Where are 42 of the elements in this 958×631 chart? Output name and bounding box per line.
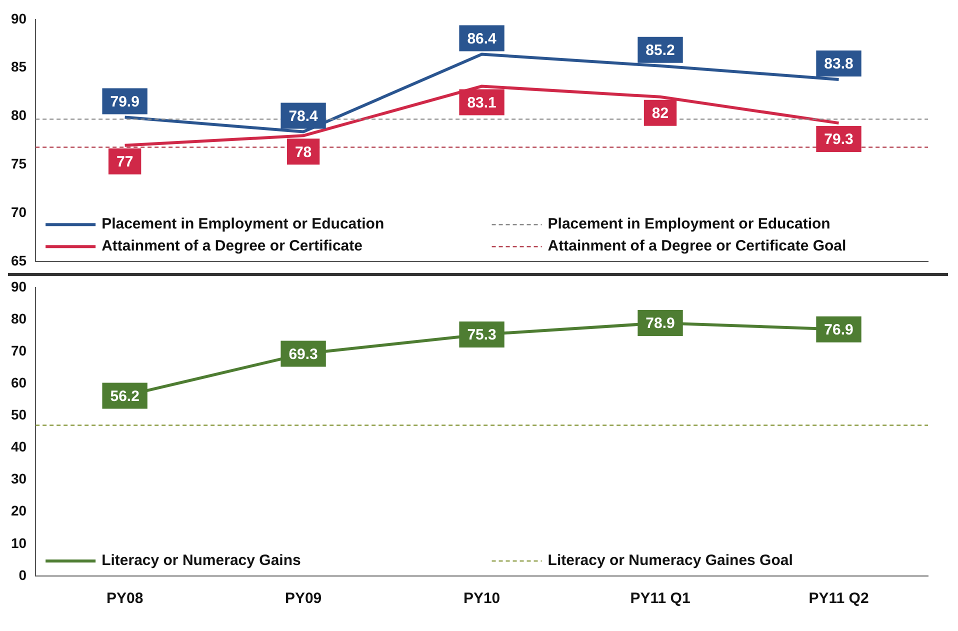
y-tick-label: 70 — [10, 342, 27, 358]
y-tick-label: 20 — [10, 502, 27, 519]
y-tick-label: 80 — [10, 107, 27, 124]
y-tick-label: 50 — [10, 406, 27, 423]
legend-label: Placement in Employment or Education — [102, 216, 384, 233]
data-label: 79.3 — [824, 131, 854, 148]
y-tick-label: 85 — [10, 58, 27, 75]
y-tick-label: 90 — [10, 278, 27, 294]
legend-label: Attainment of a Degree or Certificate Goal — [548, 238, 846, 255]
y-tick-label: 65 — [10, 252, 27, 268]
data-label: 86.4 — [467, 30, 498, 48]
x-tick-label: PY09 — [284, 590, 322, 608]
y-tick-label: 30 — [10, 470, 27, 487]
x-tick-label: PY08 — [106, 590, 144, 608]
y-tick-label: 75 — [10, 156, 27, 172]
y-tick-label: 40 — [10, 438, 27, 455]
data-label: 77 — [116, 153, 134, 170]
x-tick-label: PY11 Q2 — [808, 590, 869, 608]
y-tick-label: 90 — [10, 10, 27, 26]
data-label: 82 — [652, 105, 669, 122]
legend-label: Attainment of a Degree or Certificate — [102, 238, 362, 255]
legend-label: Placement in Employment or Education — [548, 216, 830, 233]
data-label: 83.1 — [467, 94, 496, 112]
y-tick-label: 0 — [18, 566, 27, 583]
data-label: 79.9 — [110, 93, 140, 110]
data-label: 78 — [294, 144, 312, 161]
legend-label: Literacy or Numeracy Gaines Goal — [548, 552, 793, 570]
x-tick-label: PY10 — [463, 590, 500, 608]
y-tick-label: 60 — [10, 374, 27, 390]
data-label: 56.2 — [110, 388, 140, 405]
legend-label: Literacy or Numeracy Gains — [102, 552, 301, 570]
data-label: 85.2 — [646, 42, 675, 60]
data-label: 76.9 — [824, 322, 854, 339]
y-tick-label: 80 — [10, 310, 27, 326]
x-tick-label: PY11 Q1 — [630, 590, 690, 608]
data-label: 83.8 — [824, 56, 854, 73]
data-label: 69.3 — [288, 346, 318, 363]
data-label: 78.9 — [646, 315, 675, 332]
data-label: 78.4 — [288, 108, 319, 125]
y-tick-label: 70 — [10, 204, 27, 220]
data-label: 75.3 — [467, 326, 496, 344]
y-tick-label: 10 — [10, 534, 27, 551]
